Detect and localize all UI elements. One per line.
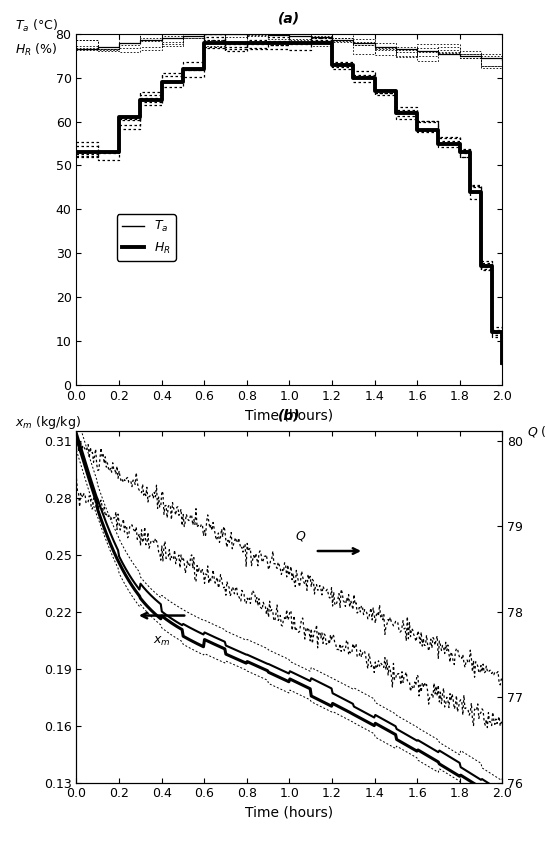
Legend: $T_a$, $H_R$: $T_a$, $H_R$ [117, 214, 176, 261]
Text: $x_m$ (kg/kg): $x_m$ (kg/kg) [15, 415, 80, 431]
Text: $T_a$ (°C): $T_a$ (°C) [15, 18, 58, 34]
Text: $x_m$: $x_m$ [153, 634, 170, 648]
Text: $H_R$ (%): $H_R$ (%) [15, 42, 57, 58]
Text: (a): (a) [278, 11, 300, 25]
X-axis label: Time (hours): Time (hours) [245, 806, 334, 820]
Y-axis label: $Q$ (%): $Q$ (%) [527, 425, 546, 439]
Text: $Q$: $Q$ [295, 530, 306, 543]
Text: (b): (b) [278, 409, 301, 423]
X-axis label: Time (hours): Time (hours) [245, 409, 334, 422]
